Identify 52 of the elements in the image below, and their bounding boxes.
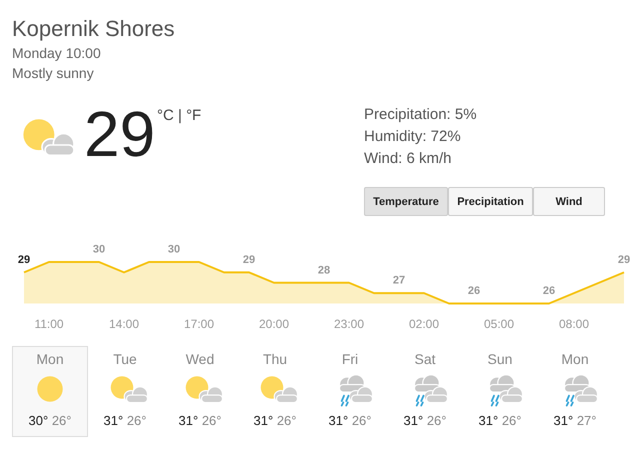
x-tick-label: 17:00 [184, 317, 214, 332]
data-label: 29 [618, 254, 630, 266]
data-label: 30 [168, 244, 180, 256]
annotation: Mon [35, 351, 65, 367]
annotation: 27° [576, 413, 596, 428]
annotation: 26° [52, 413, 72, 428]
annotation: 26° [502, 413, 522, 428]
annotation: 26° [352, 413, 372, 428]
text: Wind [533, 187, 605, 216]
annotation: Wed [184, 351, 216, 367]
annotation: 31° [554, 413, 574, 428]
annotation: Sun [486, 351, 514, 367]
annotation: Mon [560, 351, 590, 367]
data-label: 29 [242, 254, 256, 266]
annotation: 26° [276, 413, 296, 428]
annotation: Fri [340, 351, 360, 367]
data-label: 26 [468, 285, 480, 298]
text: 29 [84, 98, 156, 170]
annotation: 31° [104, 413, 124, 428]
text: °C | °F [157, 107, 202, 124]
annotation: 31° [178, 413, 198, 428]
annotation: Sat [413, 351, 436, 367]
data-label: 26 [542, 285, 556, 298]
text: Temperature [364, 187, 448, 216]
annotation: Thu [262, 351, 288, 367]
data-label: 27 [392, 274, 406, 287]
text: Humidity: 72% [364, 128, 461, 145]
x-tick-label: 11:00 [34, 317, 64, 332]
annotation: Tue [112, 351, 138, 367]
x-tick-label: 20:00 [258, 317, 290, 332]
x-tick-label: 23:00 [334, 317, 364, 332]
annotation: 31° [478, 413, 498, 428]
annotation: 30° [28, 413, 48, 428]
x-tick-label: 08:00 [558, 317, 590, 332]
text: Wind: 6 km/h [364, 150, 452, 167]
text: Precipitation [448, 187, 533, 216]
annotation: 26° [426, 413, 446, 428]
annotation: 31° [328, 413, 348, 428]
annotation: 26° [126, 413, 146, 428]
chart-subtitle: Monday 10:00 [12, 45, 101, 61]
x-tick-label: 14:00 [108, 317, 140, 332]
x-tick-label: 05:00 [484, 317, 514, 332]
data-label: 29 [18, 254, 30, 266]
text: Precipitation: 5% [364, 106, 477, 123]
chart-title: Kopernik Shores [12, 16, 175, 42]
data-label: 28 [318, 264, 330, 276]
annotation: 31° [254, 413, 274, 428]
annotation: 31° [404, 413, 424, 428]
data-label: 30 [92, 244, 106, 256]
annotation: 26° [202, 413, 222, 428]
x-tick-label: 02:00 [408, 317, 440, 332]
text: Mostly sunny [12, 65, 94, 81]
